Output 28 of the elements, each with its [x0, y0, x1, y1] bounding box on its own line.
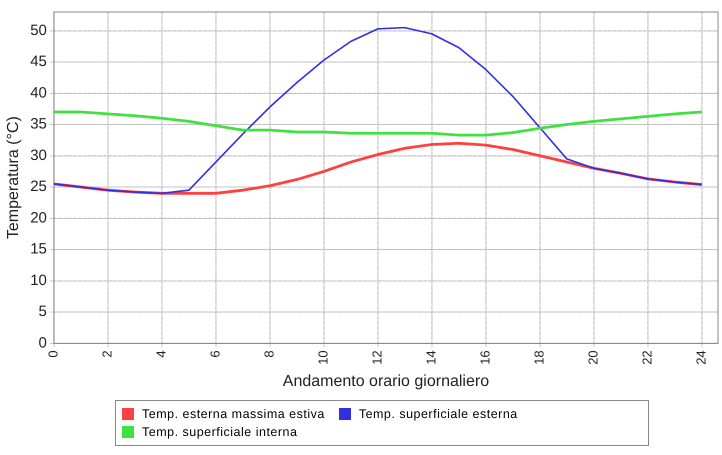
legend-label: Temp. esterna massima estiva [142, 407, 325, 421]
x-tick-label: 0 [45, 350, 60, 358]
y-tick-label: 5 [38, 303, 47, 320]
x-tick-label: 20 [585, 350, 600, 365]
legend-label: Temp. superficiale interna [142, 425, 298, 439]
x-tick-label: 24 [693, 350, 708, 365]
x-tick-label: 8 [261, 350, 276, 358]
y-tick-label: 20 [30, 209, 47, 226]
x-axis-title: Andamento orario giornaliero [282, 372, 490, 390]
y-tick-label: 25 [30, 178, 47, 196]
x-tick-label: 22 [639, 350, 654, 365]
y-tick-label: 10 [30, 272, 47, 289]
x-tick-label: 6 [207, 350, 222, 358]
x-tick-label: 4 [153, 350, 168, 358]
x-tick-label: 18 [531, 350, 546, 365]
y-tick-label: 45 [30, 53, 47, 70]
x-tick-label: 10 [315, 350, 330, 365]
legend-label: Temp. superficiale esterna [358, 407, 518, 421]
y-tick-label: 35 [30, 116, 47, 133]
y-tick-label: 15 [30, 240, 47, 258]
y-tick-label: 50 [30, 22, 47, 39]
x-tick-label: 2 [99, 350, 114, 358]
y-axis-title: Temperatura (°C) [5, 116, 22, 240]
x-tick-label: 16 [477, 350, 492, 365]
x-tick-label: 14 [423, 350, 438, 365]
x-tick-label: 12 [369, 350, 384, 365]
y-tick-label: 30 [30, 146, 47, 164]
y-tick-label: 40 [30, 84, 47, 102]
